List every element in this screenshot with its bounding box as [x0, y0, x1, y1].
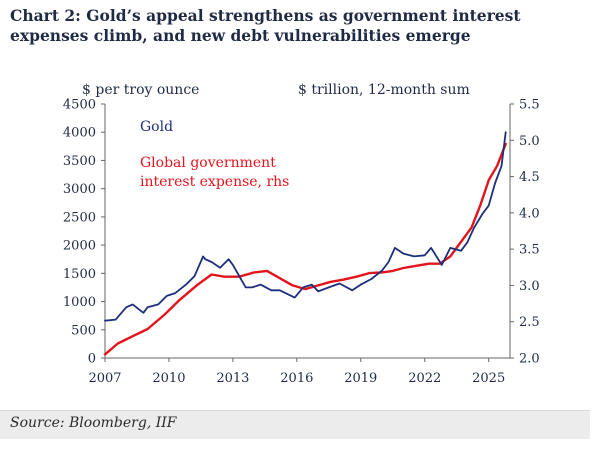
x-tick-label: 2019: [344, 371, 377, 386]
interest-expense-line: [103, 142, 507, 356]
left-axis-unit-label: $ per troy ounce: [82, 82, 199, 98]
chart-title-line-1: Chart 2: Gold’s appeal strengthens as go…: [10, 6, 521, 25]
left-tick-label: 1000: [63, 295, 96, 310]
right-tick-label: 5.5: [519, 98, 540, 113]
left-tick-label: 1500: [63, 267, 96, 282]
right-tick-label: 4.5: [519, 170, 540, 185]
x-tick-label: 2025: [472, 371, 505, 386]
interest-series-label-line-1: Global government: [140, 155, 276, 171]
series-layer: [103, 131, 507, 356]
right-tick-label: 3.5: [519, 243, 540, 258]
source-note: Source: Bloomberg, IIF: [10, 415, 177, 431]
right-tick-label: 2.0: [519, 352, 540, 367]
left-tick-label: 2000: [63, 239, 96, 254]
left-tick-label: 0: [88, 352, 96, 367]
right-tick-label: 5.0: [519, 134, 540, 149]
right-axis-ticks: 2.0 2.5 3.0 3.5 4.0 4.5 5.0 5.5: [510, 98, 540, 367]
right-tick-label: 2.5: [519, 315, 540, 330]
interest-series-label-line-2: interest expense, rhs: [140, 174, 289, 190]
left-tick-label: 4000: [63, 126, 96, 141]
left-tick-label: 3000: [63, 182, 96, 197]
x-tick-label: 2010: [152, 371, 185, 386]
right-axis-unit-label: $ trillion, 12-month sum: [298, 82, 470, 98]
chart-title-line-2: expenses climb, and new debt vulnerabili…: [10, 26, 471, 45]
left-axis-ticks: 0 500 1000 1500 2000 2500 3000 3500 4000 4500: [63, 98, 105, 367]
chart-title: Chart 2: Gold’s appeal strengthens as go…: [10, 6, 590, 46]
right-tick-label: 4.0: [519, 206, 540, 221]
right-tick-label: 3.0: [519, 279, 540, 294]
left-tick-label: 4500: [63, 98, 96, 113]
gold-price-line: [104, 131, 507, 322]
x-tick-label: 2013: [216, 371, 249, 386]
gold-series-label: Gold: [140, 119, 173, 135]
source-band: Source: Bloomberg, IIF: [0, 410, 590, 439]
left-tick-label: 2500: [63, 210, 96, 225]
x-tick-label: 2016: [280, 371, 313, 386]
left-tick-label: 500: [71, 323, 96, 338]
x-tick-label: 2007: [88, 371, 121, 386]
line-chart: $ per troy ounce $ trillion, 12-month su…: [63, 82, 540, 386]
left-tick-label: 3500: [63, 154, 96, 169]
x-axis-ticks: 2007 2010 2013 2016 2019 2022 2025: [88, 358, 505, 386]
x-tick-label: 2022: [408, 371, 441, 386]
